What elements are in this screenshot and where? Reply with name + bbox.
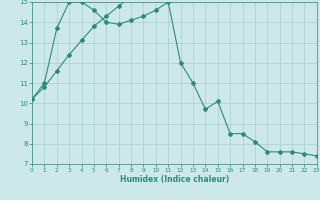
X-axis label: Humidex (Indice chaleur): Humidex (Indice chaleur) bbox=[120, 175, 229, 184]
